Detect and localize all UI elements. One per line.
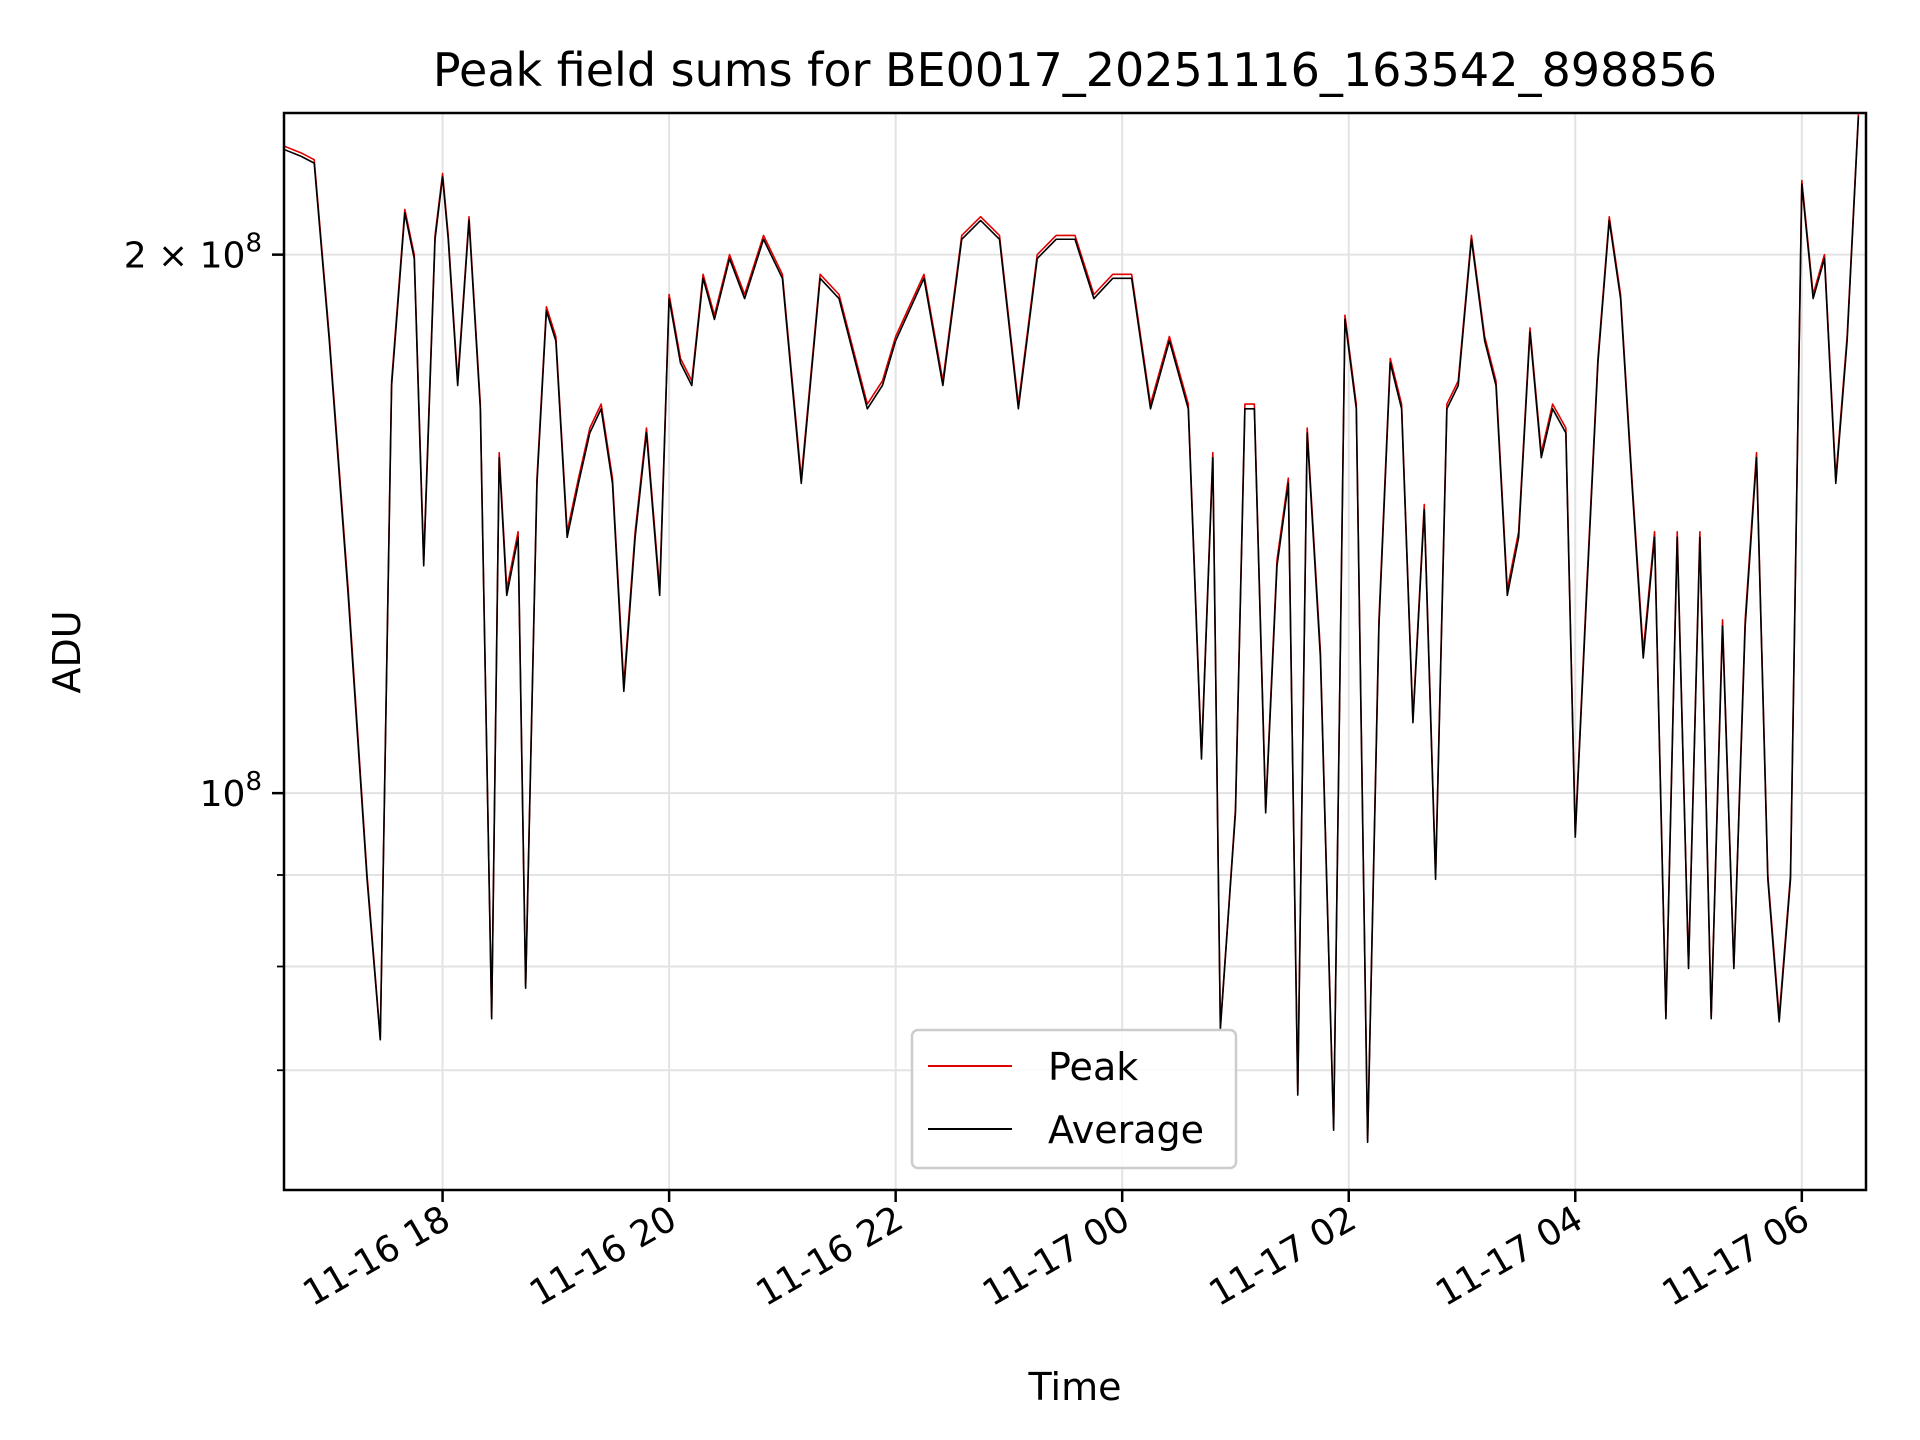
legend-label-peak: Peak: [1048, 1045, 1138, 1089]
y-axis-ticks: 108 2 × 108: [124, 229, 284, 1072]
plot-area-frame: [282, 111, 1868, 1192]
legend-box: [910, 1028, 1238, 1170]
gridlines: [284, 113, 1866, 1190]
legend-label-average: Average: [1048, 1108, 1204, 1152]
legend: Peak Average: [910, 1028, 1238, 1170]
y-tick-label: 108: [200, 767, 262, 815]
series-layer: [284, 113, 1860, 1144]
chart-title: Peak field sums for BE0017_20251116_1635…: [433, 43, 1717, 97]
x-axis-label: Time: [1028, 1365, 1122, 1409]
y-axis-label: ADU: [45, 610, 89, 693]
series-line-average: [284, 116, 1860, 1144]
y-tick-label: 2 × 108: [124, 229, 262, 277]
